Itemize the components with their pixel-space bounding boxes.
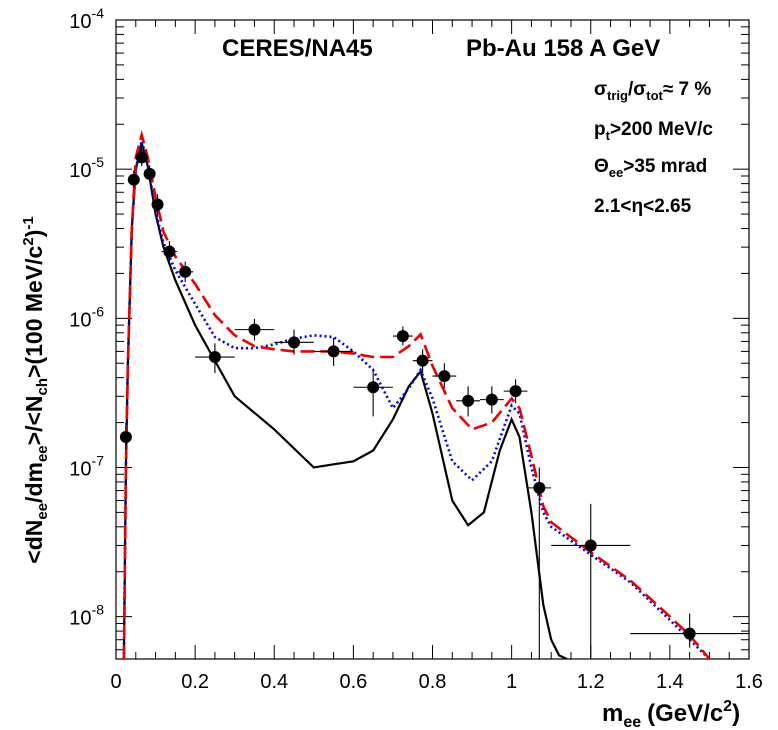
x-tick-label: 1.6 (735, 671, 763, 693)
curve-solid (122, 142, 568, 659)
data-marker (163, 245, 176, 258)
plot-frame (115, 19, 750, 660)
data-marker (135, 151, 148, 164)
data-point (392, 326, 413, 346)
data-marker (683, 627, 696, 640)
data-marker (416, 354, 429, 367)
data-point (503, 379, 528, 404)
data-marker (396, 330, 409, 343)
y-tick-label: 10-8 (69, 602, 104, 630)
x-tick-label: 1.2 (577, 671, 605, 693)
data-point (127, 170, 140, 188)
x-tick-label: 1 (506, 671, 517, 693)
data-marker (462, 394, 475, 407)
axis-ticks (115, 19, 750, 659)
x-tick-label: 0.6 (339, 671, 367, 693)
x-tick-label: 0.4 (260, 671, 288, 693)
data-point (551, 503, 631, 659)
data-point (313, 337, 354, 366)
data-points (119, 147, 749, 659)
data-point (177, 261, 194, 283)
x-axis-label-unit-end: ) (732, 700, 740, 727)
chart-title-right: Pb-Au 158 A GeV (466, 35, 660, 62)
x-tick-label: 0.8 (419, 671, 447, 693)
data-marker (119, 431, 132, 444)
x-axis-label: mee (GeV/c2) (602, 698, 740, 730)
data-marker (367, 381, 380, 394)
curve-dotted (122, 140, 711, 659)
data-point (412, 349, 433, 373)
annotation-line: Θee>35 mrad (594, 156, 707, 180)
data-point (527, 467, 552, 659)
chart-title-left: CERES/NA45 (222, 35, 373, 62)
data-point (151, 194, 164, 216)
x-axis-label-unit-sup: 2 (723, 698, 732, 715)
y-tick-label: 10-6 (69, 303, 104, 331)
x-axis-label-main: m (602, 700, 623, 727)
data-point (274, 329, 314, 355)
data-point (161, 240, 178, 262)
data-marker (485, 393, 498, 406)
data-marker (151, 198, 164, 211)
x-axis-label-unit: (GeV/c (647, 700, 723, 727)
data-marker (179, 265, 192, 278)
data-marker (584, 539, 597, 552)
data-point (143, 165, 156, 183)
data-marker (533, 481, 546, 494)
data-marker (327, 345, 340, 358)
annotation-line: σtrig/σtot≈ 7 % (594, 79, 711, 103)
data-marker (288, 336, 301, 349)
annotation-block: σtrig/σtot≈ 7 % pt>200 MeV/c Θee>35 mrad 2.… (594, 79, 713, 217)
data-point (456, 386, 480, 417)
data-point (135, 147, 148, 166)
x-axis-label-sub: ee (623, 714, 641, 730)
y-axis-label: <dNee/dmee>/<Nch>(100 MeV/c2)-1 (20, 216, 51, 563)
data-marker (509, 385, 522, 398)
data-marker (438, 370, 451, 383)
x-tick-label: 1.4 (656, 671, 684, 693)
annotation-line: 2.1<η<2.65 (594, 196, 692, 217)
data-point (432, 363, 457, 389)
y-tick-label: 10-7 (69, 452, 104, 480)
data-point (353, 368, 393, 417)
x-tick-label: 0.2 (181, 671, 209, 693)
annotation-line: pt>200 MeV/c (594, 119, 713, 143)
data-marker (143, 167, 156, 180)
data-point (630, 613, 749, 648)
tick-labels: 0 0.2 0.4 0.6 0.8 1 1.2 1.4 1.6 10-8 10-7 10-6 10-5 1… (69, 5, 763, 693)
data-marker (127, 173, 140, 186)
data-marker (208, 351, 221, 364)
y-tick-label: 10-5 (69, 154, 104, 182)
data-point (119, 422, 132, 451)
data-point (195, 343, 235, 373)
data-marker (248, 323, 261, 336)
data-point (479, 386, 504, 414)
y-tick-label: 10-4 (69, 5, 104, 33)
x-tick-label: 0 (110, 671, 121, 693)
data-point (234, 318, 275, 341)
